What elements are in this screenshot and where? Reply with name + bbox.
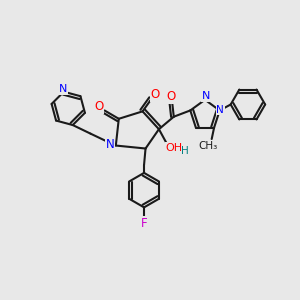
Text: N: N [216,105,224,115]
Text: N: N [106,138,114,151]
Text: F: F [141,217,147,230]
Text: O: O [166,90,176,103]
Text: OH: OH [166,143,183,153]
Text: CH₃: CH₃ [199,141,218,151]
Text: H: H [181,146,189,157]
Text: N: N [59,84,68,94]
Text: O: O [94,100,104,113]
Text: O: O [150,88,160,101]
Text: N: N [201,91,210,101]
